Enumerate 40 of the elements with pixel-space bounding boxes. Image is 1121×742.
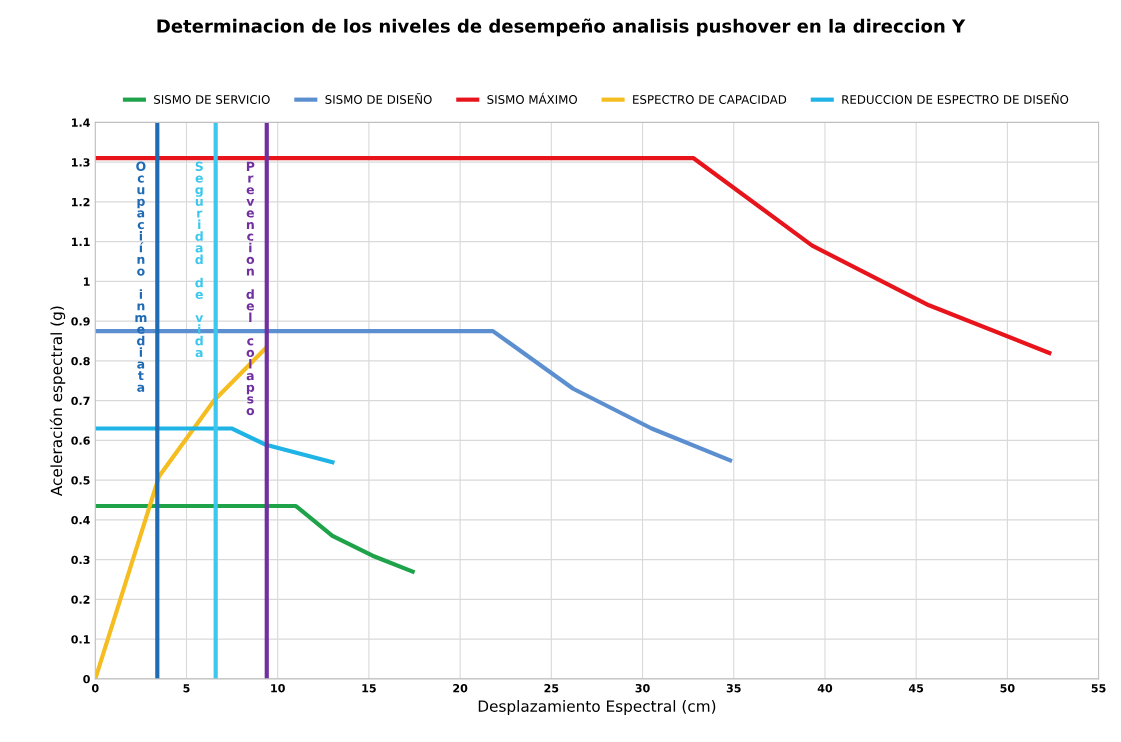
y-tick-label: 1.1 xyxy=(72,237,90,246)
y-tick-label: 1.3 xyxy=(72,158,90,167)
x-tick-label: 20 xyxy=(453,683,468,693)
legend-label: REDUCCION DE ESPECTRO DE DISEÑO xyxy=(842,92,1069,104)
x-tick-label: 25 xyxy=(544,683,559,693)
y-tick-label: 0.5 xyxy=(71,476,90,485)
line-series xyxy=(95,346,268,679)
x-tick-label: 45 xyxy=(908,684,924,693)
x-tick-label: 40 xyxy=(817,683,833,693)
x-tick-label: 0 xyxy=(91,683,99,693)
legend-label: SISMO MÁXIMO xyxy=(487,92,578,104)
legend-label: SISMO DE DISEÑO xyxy=(325,92,432,104)
text: Prevencion del colapso xyxy=(246,161,255,416)
y-tick-label: 1.2 xyxy=(72,197,90,207)
y-tick-label: 0.4 xyxy=(71,515,90,525)
y-tick-label: 0.7 xyxy=(71,396,90,406)
y-axis-title: Aceleración espectral (g) xyxy=(49,306,66,497)
x-tick-label: 10 xyxy=(271,683,285,693)
x-tick-label: 5 xyxy=(183,684,190,693)
y-tick-label: 1.4 xyxy=(72,118,90,127)
text: Seguridad de vida xyxy=(195,161,204,358)
y-tick-label: 0.1 xyxy=(71,635,90,644)
x-tick-label: 35 xyxy=(726,683,741,693)
y-tick-label: 0.9 xyxy=(71,317,90,326)
legend-label: ESPECTRO DE CAPACIDAD xyxy=(633,95,787,104)
y-tick-label: 1 xyxy=(83,277,90,286)
y-tick-label: 0 xyxy=(83,674,90,684)
x-tick-label: 50 xyxy=(1000,683,1015,693)
y-tick-label: 0.8 xyxy=(71,356,90,366)
line-series xyxy=(95,156,1052,356)
y-tick-label: 0.2 xyxy=(71,595,90,604)
legend-label: SISMO DE SERVICIO xyxy=(154,95,270,104)
chart-title: Determinacion de los niveles de desempeño analisis pushover en la direccion Y xyxy=(157,18,966,37)
y-tick-label: 0.3 xyxy=(71,555,90,565)
x-tick-label: 15 xyxy=(362,684,376,693)
x-axis-title: Desplazamiento Espectral (cm) xyxy=(478,700,716,715)
x-tick-label: 30 xyxy=(635,683,650,693)
line-series xyxy=(95,503,415,574)
x-tick-label: 55 xyxy=(1091,684,1106,693)
y-tick-label: 0.6 xyxy=(71,436,90,445)
